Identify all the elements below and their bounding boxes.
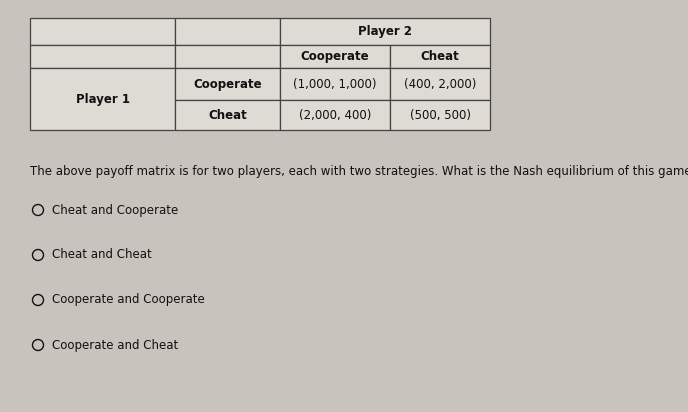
Text: (2,000, 400): (2,000, 400) xyxy=(299,108,372,122)
Bar xyxy=(280,100,390,130)
Text: Cooperate: Cooperate xyxy=(301,50,369,63)
Bar xyxy=(30,68,175,130)
Text: Player 2: Player 2 xyxy=(358,25,412,38)
Circle shape xyxy=(32,250,43,260)
Bar xyxy=(280,18,490,45)
Text: Player 1: Player 1 xyxy=(76,93,129,105)
Bar xyxy=(390,100,490,130)
Circle shape xyxy=(32,204,43,215)
Circle shape xyxy=(32,339,43,351)
Text: (500, 500): (500, 500) xyxy=(409,108,471,122)
Bar xyxy=(280,45,390,68)
Text: Cooperate: Cooperate xyxy=(193,77,262,91)
Text: Cheat and Cheat: Cheat and Cheat xyxy=(52,248,152,262)
Circle shape xyxy=(32,295,43,306)
Bar xyxy=(390,45,490,68)
Text: Cheat: Cheat xyxy=(420,50,460,63)
Bar xyxy=(390,68,490,100)
Bar xyxy=(175,100,280,130)
Text: Cheat: Cheat xyxy=(208,108,247,122)
Bar xyxy=(175,45,280,68)
Text: Cheat and Cooperate: Cheat and Cooperate xyxy=(52,204,178,216)
Bar xyxy=(175,18,280,45)
Text: Cooperate and Cheat: Cooperate and Cheat xyxy=(52,339,178,351)
Text: (400, 2,000): (400, 2,000) xyxy=(404,77,476,91)
Text: The above payoff matrix is for two players, each with two strategies. What is th: The above payoff matrix is for two playe… xyxy=(30,165,688,178)
Bar xyxy=(175,68,280,100)
Bar xyxy=(30,45,175,68)
Bar xyxy=(280,68,390,100)
Text: Cooperate and Cooperate: Cooperate and Cooperate xyxy=(52,293,205,307)
Text: (1,000, 1,000): (1,000, 1,000) xyxy=(293,77,377,91)
Bar xyxy=(30,18,175,45)
